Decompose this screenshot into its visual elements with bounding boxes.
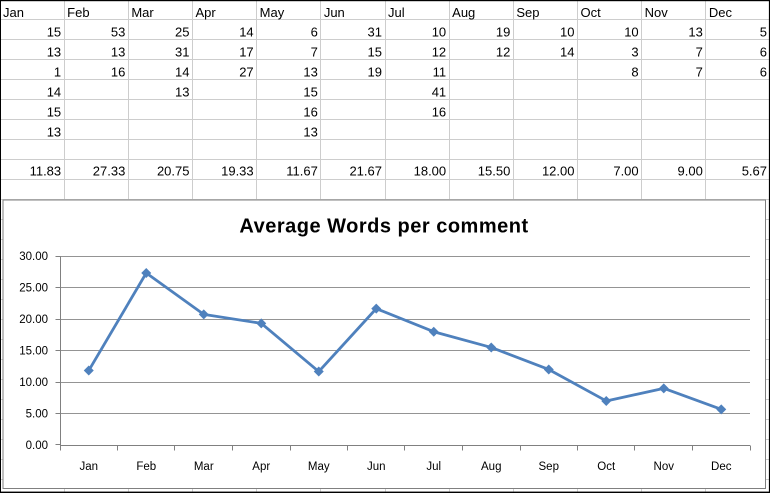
svg-text:27.33: 27.33 bbox=[93, 164, 126, 179]
svg-text:16: 16 bbox=[303, 105, 317, 120]
svg-text:Feb: Feb bbox=[67, 5, 89, 20]
svg-text:Jul: Jul bbox=[426, 461, 441, 473]
svg-text:19: 19 bbox=[496, 25, 510, 40]
svg-text:May: May bbox=[308, 461, 330, 473]
svg-text:7.00: 7.00 bbox=[613, 164, 638, 179]
svg-text:Mar: Mar bbox=[194, 461, 214, 473]
svg-text:13: 13 bbox=[111, 45, 125, 60]
svg-text:6: 6 bbox=[311, 25, 318, 40]
svg-text:12: 12 bbox=[432, 45, 446, 60]
svg-text:0.00: 0.00 bbox=[26, 440, 48, 452]
svg-text:7: 7 bbox=[696, 65, 703, 80]
svg-text:Oct: Oct bbox=[597, 461, 616, 473]
svg-text:27: 27 bbox=[239, 65, 253, 80]
svg-text:Sep: Sep bbox=[516, 5, 539, 20]
svg-text:14: 14 bbox=[47, 85, 61, 100]
svg-text:Aug: Aug bbox=[481, 461, 501, 473]
svg-text:Feb: Feb bbox=[136, 461, 156, 473]
svg-text:15: 15 bbox=[47, 25, 61, 40]
svg-text:19: 19 bbox=[368, 65, 382, 80]
svg-text:13: 13 bbox=[303, 125, 317, 140]
svg-text:19.33: 19.33 bbox=[221, 164, 254, 179]
svg-text:Apr: Apr bbox=[252, 461, 270, 473]
svg-text:30.00: 30.00 bbox=[19, 251, 48, 263]
svg-text:Apr: Apr bbox=[196, 5, 217, 20]
svg-text:Jan: Jan bbox=[79, 461, 98, 473]
svg-text:15: 15 bbox=[303, 85, 317, 100]
svg-text:20.75: 20.75 bbox=[157, 164, 190, 179]
svg-text:41: 41 bbox=[432, 85, 446, 100]
svg-text:5.67: 5.67 bbox=[742, 164, 767, 179]
svg-text:12.00: 12.00 bbox=[542, 164, 575, 179]
svg-text:3: 3 bbox=[631, 45, 638, 60]
svg-text:Aug: Aug bbox=[452, 5, 475, 20]
svg-text:15.50: 15.50 bbox=[478, 164, 511, 179]
svg-text:Oct: Oct bbox=[581, 5, 602, 20]
svg-text:25: 25 bbox=[175, 25, 189, 40]
svg-text:Nov: Nov bbox=[654, 461, 675, 473]
svg-text:15.00: 15.00 bbox=[19, 346, 48, 358]
svg-text:12: 12 bbox=[496, 45, 510, 60]
svg-text:13: 13 bbox=[47, 45, 61, 60]
svg-text:11.67: 11.67 bbox=[286, 164, 318, 179]
svg-text:8: 8 bbox=[631, 65, 638, 80]
svg-text:21.67: 21.67 bbox=[349, 164, 382, 179]
svg-text:13: 13 bbox=[303, 65, 317, 80]
svg-text:10.00: 10.00 bbox=[19, 377, 48, 389]
svg-text:5.00: 5.00 bbox=[26, 409, 48, 421]
svg-text:11.83: 11.83 bbox=[30, 164, 62, 179]
svg-text:16: 16 bbox=[432, 105, 446, 120]
svg-text:13: 13 bbox=[47, 125, 61, 140]
svg-text:13: 13 bbox=[175, 85, 189, 100]
svg-text:Jun: Jun bbox=[324, 5, 345, 20]
svg-text:Jul: Jul bbox=[388, 5, 405, 20]
svg-text:14: 14 bbox=[560, 45, 574, 60]
svg-text:13: 13 bbox=[688, 25, 702, 40]
svg-text:Sep: Sep bbox=[539, 461, 559, 473]
svg-text:Nov: Nov bbox=[645, 5, 669, 20]
svg-text:Jan: Jan bbox=[3, 5, 24, 20]
svg-text:18.00: 18.00 bbox=[414, 164, 447, 179]
svg-text:53: 53 bbox=[111, 25, 125, 40]
svg-text:11: 11 bbox=[433, 65, 447, 80]
svg-text:31: 31 bbox=[368, 25, 382, 40]
svg-text:1: 1 bbox=[54, 65, 61, 80]
svg-text:6: 6 bbox=[760, 45, 767, 60]
svg-text:20.00: 20.00 bbox=[19, 314, 48, 326]
svg-text:Average Words per comment: Average Words per comment bbox=[239, 216, 528, 238]
svg-text:10: 10 bbox=[560, 25, 574, 40]
svg-text:15: 15 bbox=[47, 105, 61, 120]
svg-text:17: 17 bbox=[239, 45, 253, 60]
svg-text:Dec: Dec bbox=[709, 5, 733, 20]
svg-text:6: 6 bbox=[760, 65, 767, 80]
svg-text:14: 14 bbox=[239, 25, 253, 40]
svg-text:Jun: Jun bbox=[367, 461, 386, 473]
svg-text:May: May bbox=[260, 5, 285, 20]
svg-text:5: 5 bbox=[760, 25, 767, 40]
svg-text:Dec: Dec bbox=[711, 461, 732, 473]
svg-text:Mar: Mar bbox=[131, 5, 154, 20]
svg-text:10: 10 bbox=[624, 25, 638, 40]
svg-text:25.00: 25.00 bbox=[19, 283, 48, 295]
svg-text:15: 15 bbox=[368, 45, 382, 60]
svg-text:14: 14 bbox=[175, 65, 189, 80]
svg-text:7: 7 bbox=[311, 45, 318, 60]
svg-text:16: 16 bbox=[111, 65, 125, 80]
svg-text:31: 31 bbox=[175, 45, 189, 60]
svg-text:9.00: 9.00 bbox=[678, 164, 703, 179]
svg-text:10: 10 bbox=[432, 25, 446, 40]
svg-text:7: 7 bbox=[696, 45, 703, 60]
